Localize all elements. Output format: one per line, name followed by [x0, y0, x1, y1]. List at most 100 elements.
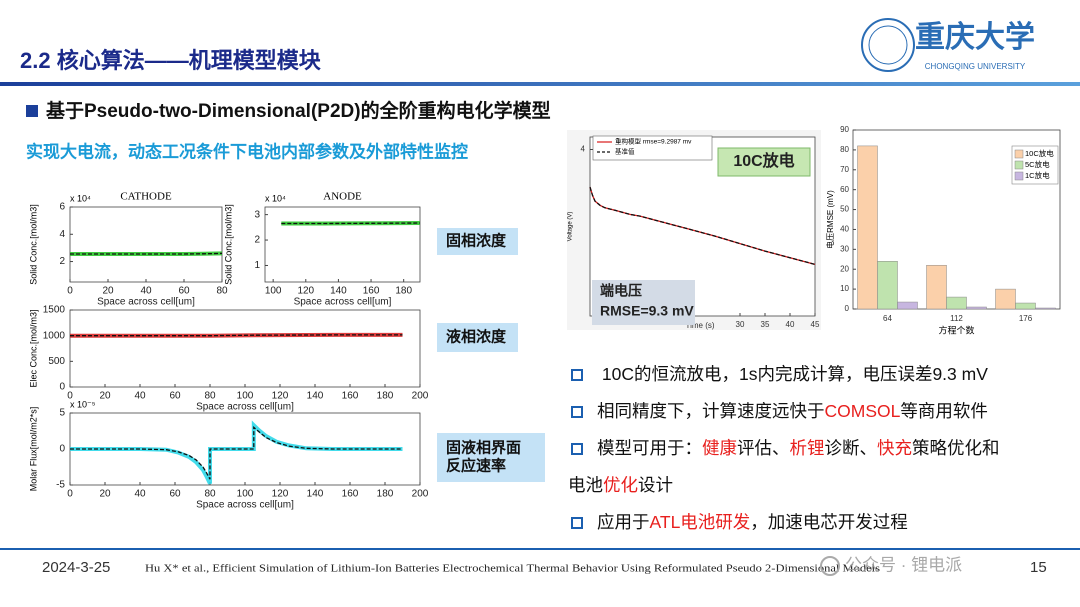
- x-tick-label: 0: [67, 391, 73, 402]
- y-tick-label: 0: [59, 444, 65, 455]
- y-axis-label: Elec Conc.[mol/m3]: [28, 309, 38, 387]
- legend-swatch: [1014, 149, 1024, 159]
- x-tick-label: 200: [412, 489, 429, 500]
- x-tick-label: 160: [342, 489, 359, 500]
- x-tick-label: 180: [377, 489, 394, 500]
- x-tick-label: 140: [330, 286, 347, 297]
- region-label: 固液相界面: [446, 438, 521, 456]
- legend-label: 基准值: [615, 147, 635, 156]
- x-tick-label: 35: [761, 320, 770, 329]
- axis-exponent: x 10⁻⁵: [70, 399, 96, 409]
- x-tick-label: 0: [67, 286, 73, 297]
- bullet-box: [571, 517, 583, 529]
- bullet-segment: 快充: [877, 438, 912, 458]
- y-tick-label: 30: [840, 244, 849, 253]
- bullet-segment: ATL电池研发: [650, 512, 751, 532]
- case-box: [717, 147, 811, 177]
- x-tick-label: 180: [377, 391, 394, 402]
- x-tick-label: 20: [102, 286, 114, 297]
- watermark-icon: [820, 556, 840, 576]
- y-axis-label: Voltage (V): [568, 212, 574, 242]
- x-tick-label: 64: [883, 314, 892, 323]
- line-series: [70, 252, 223, 255]
- x-tick-label: 100: [237, 391, 254, 402]
- bullet-segment: 诊断、: [825, 438, 878, 458]
- bullet-box: [571, 369, 583, 381]
- y-tick-label: 4: [59, 229, 65, 240]
- x-tick-label: 100: [237, 489, 254, 500]
- x-tick-label: 30: [736, 320, 745, 329]
- footer-citation: Hu X* et al., Efficient Simulation of Li…: [145, 563, 880, 575]
- x-axis-label: Space across cell[um]: [196, 500, 294, 511]
- legend-label: 1C放电: [1025, 170, 1050, 180]
- plot-title: CATHODE: [120, 191, 172, 203]
- y-tick-label: 0: [59, 382, 65, 393]
- region-label: 液相浓度: [446, 327, 507, 345]
- y-tick-label: 90: [840, 125, 849, 134]
- bar: [946, 296, 967, 310]
- plot-frame: [69, 309, 421, 388]
- region-label-box: [437, 433, 545, 482]
- bar: [1015, 302, 1036, 310]
- x-tick-label: 20: [99, 489, 111, 500]
- bullet-segment: 优化: [603, 475, 638, 495]
- bullet-segment: 策略优化和: [912, 438, 1000, 458]
- bar: [877, 261, 898, 310]
- logo-emblem: [861, 18, 915, 72]
- bullet-segment: 电池: [568, 475, 603, 495]
- x-tick-label: 40: [134, 391, 146, 402]
- plot-frame: [69, 206, 223, 283]
- y-tick-label: 2: [254, 235, 260, 246]
- x-axis-label: Space across cell[um]: [196, 402, 294, 413]
- plot-title: ANODE: [323, 191, 362, 203]
- region-label: 反应速率: [446, 456, 506, 474]
- region-label: 固相浓度: [446, 231, 507, 249]
- x-tick-label: 176: [1019, 314, 1033, 323]
- x-tick-label: 45: [811, 320, 820, 329]
- y-axis-label: Molar Flux[mol/m2*s]: [28, 407, 38, 492]
- y-tick-label: 1500: [43, 305, 66, 316]
- bullet-segment: COMSOL: [825, 401, 901, 421]
- line-series: [70, 426, 403, 480]
- bullet-segment: 应用于: [597, 512, 650, 532]
- bar: [897, 301, 918, 310]
- x-tick-label: 40: [140, 286, 152, 297]
- y-tick-label: 0: [845, 304, 850, 313]
- line-series: [281, 222, 421, 225]
- y-tick-label: 2: [59, 256, 65, 267]
- logo-emblem-inner: [868, 25, 908, 65]
- y-tick-label: 80: [840, 145, 849, 154]
- logo-name: 重庆大学: [915, 20, 1035, 54]
- y-tick-label: 20: [840, 264, 849, 273]
- bullet-box: [571, 406, 583, 418]
- bullet-segment: 健康: [702, 438, 737, 458]
- x-tick-label: 200: [412, 391, 429, 402]
- bullet-box: [571, 443, 583, 455]
- x-tick-label: 120: [297, 286, 314, 297]
- y-tick-label: 70: [840, 165, 849, 174]
- bullet-segment: 评估、: [737, 438, 790, 458]
- bullet-text: 模型可用于：健康评估、析锂诊断、快充策略优化和: [597, 438, 1000, 458]
- bar: [857, 145, 878, 310]
- bullet-segment: 析锂: [790, 438, 825, 458]
- note-label: 端电压: [600, 283, 642, 299]
- watermark: 公众号 · 锂电派: [845, 555, 962, 574]
- bullet-segment: 10C的恒流放电，1s内完成计算，电压误差9.3 mV: [597, 364, 988, 384]
- axis-exponent: x 10⁴: [70, 193, 91, 203]
- region-label-box: [437, 228, 518, 255]
- bar: [966, 306, 987, 310]
- x-tick-label: 40: [134, 489, 146, 500]
- y-axis-label: 电压RMSE (mV): [825, 190, 835, 249]
- plot-frame: [264, 206, 421, 283]
- heading-bullet: [26, 105, 38, 117]
- bullet-text: 应用于ATL电池研发，加速电芯开发过程: [597, 512, 908, 532]
- legend-box: [592, 135, 713, 161]
- logo-subtitle: CHONGQING UNIVERSITY: [925, 62, 1026, 71]
- header-rule: [0, 82, 1080, 86]
- legend-label: 重构模型 rmse=9.2987 mv: [615, 137, 692, 146]
- slide-title: 2.2 核心算法——机理模型模块: [20, 48, 322, 73]
- x-tick-label: 120: [272, 391, 289, 402]
- x-tick-label: 112: [950, 314, 963, 323]
- legend-swatch: [1014, 160, 1024, 170]
